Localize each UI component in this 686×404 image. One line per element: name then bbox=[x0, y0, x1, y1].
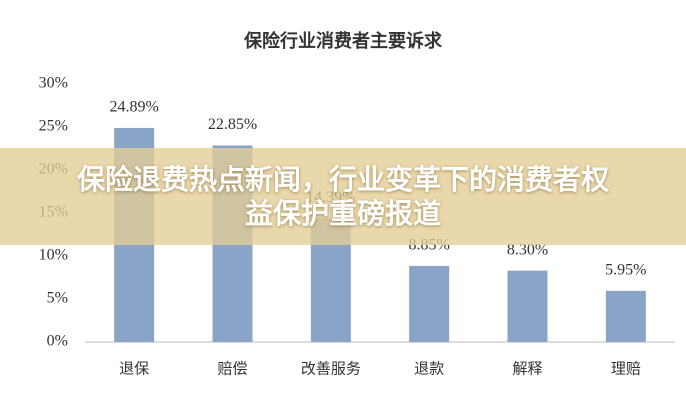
chart-title: 保险行业消费者主要诉求 bbox=[243, 30, 443, 52]
y-tick-label: 5% bbox=[47, 290, 68, 307]
x-tick-label: 改善服务 bbox=[301, 360, 361, 378]
y-tick-label: 25% bbox=[39, 118, 68, 135]
value-label: 8.30% bbox=[507, 241, 548, 258]
y-tick-label: 30% bbox=[39, 75, 68, 92]
bar bbox=[507, 270, 548, 342]
x-tick-label: 退款 bbox=[414, 360, 444, 378]
value-label: 5.95% bbox=[605, 262, 646, 279]
y-tick-label: 10% bbox=[39, 247, 68, 264]
x-tick-label: 赔偿 bbox=[217, 360, 247, 378]
x-tick-label: 解释 bbox=[512, 360, 542, 378]
banner: 保险退费热点新闻，行业变革下的消费者权益保护重磅报道 bbox=[0, 148, 686, 245]
banner-text: 保险退费热点新闻，行业变革下的消费者权益保护重磅报道 bbox=[76, 162, 609, 230]
value-label: 22.85% bbox=[208, 116, 257, 133]
value-label: 24.89% bbox=[110, 99, 159, 116]
x-tick-label: 退保 bbox=[119, 360, 149, 378]
bar bbox=[409, 265, 450, 342]
bar bbox=[605, 290, 646, 342]
x-tick-label: 理赔 bbox=[611, 360, 641, 378]
y-tick-label: 0% bbox=[47, 333, 68, 350]
